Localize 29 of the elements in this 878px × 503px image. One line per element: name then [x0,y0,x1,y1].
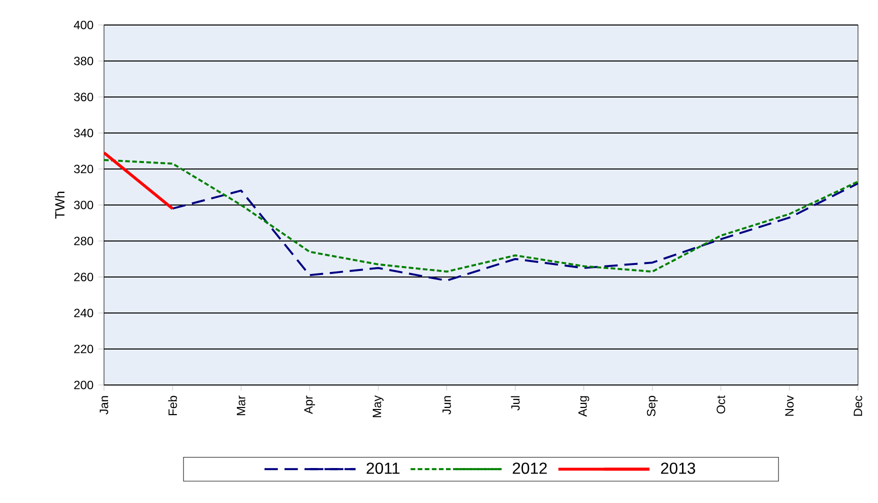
line-series [172,182,858,282]
y-tick-label: 300 [74,200,94,210]
legend-label: 2012 [512,462,547,474]
line-series [104,158,858,273]
x-tick-label: Dec [854,396,862,416]
y-axis-title: TWh [54,192,64,219]
x-tick-label: May [372,395,384,418]
x-tick-label: Sep [646,396,658,416]
x-tick-label: Oct [716,395,726,414]
x-tick-label: Feb [168,396,177,416]
x-tick-label: Jun [442,396,451,415]
x-tick-label: Jul [510,396,520,411]
legend-label: 2013 [661,462,696,474]
y-tick-label: 380 [74,56,94,66]
x-tick-label: Mar [236,396,246,416]
y-tick-label: 340 [74,128,94,138]
y-tick-label: 280 [74,236,94,246]
legend-label: 2011 [366,462,400,474]
y-tick-label: 240 [74,308,94,318]
x-tick-label: Apr [304,396,316,414]
x-tick-label: Jan [100,396,108,415]
y-tick-label: 220 [74,344,94,354]
y-tick-label: 360 [74,92,94,102]
y-tick-label: 200 [74,380,94,390]
y-tick-label: 400 [74,20,94,30]
y-tick-label: 320 [74,164,94,174]
y-tick-label: 260 [74,272,94,282]
x-tick-label: Aug [578,396,590,417]
x-tick-label: Nov [785,395,794,416]
